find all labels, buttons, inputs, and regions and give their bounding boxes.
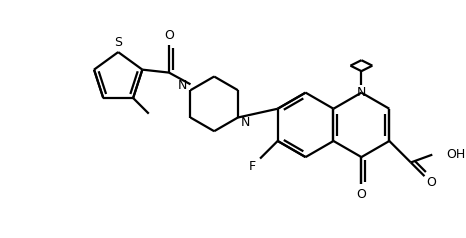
Text: O: O [426, 177, 436, 189]
Text: OH: OH [446, 148, 465, 161]
Text: N: N [356, 86, 366, 99]
Text: N: N [178, 79, 187, 92]
Text: O: O [356, 188, 366, 201]
Text: O: O [164, 29, 174, 42]
Text: F: F [249, 160, 256, 173]
Text: S: S [114, 36, 122, 49]
Text: N: N [241, 116, 250, 129]
